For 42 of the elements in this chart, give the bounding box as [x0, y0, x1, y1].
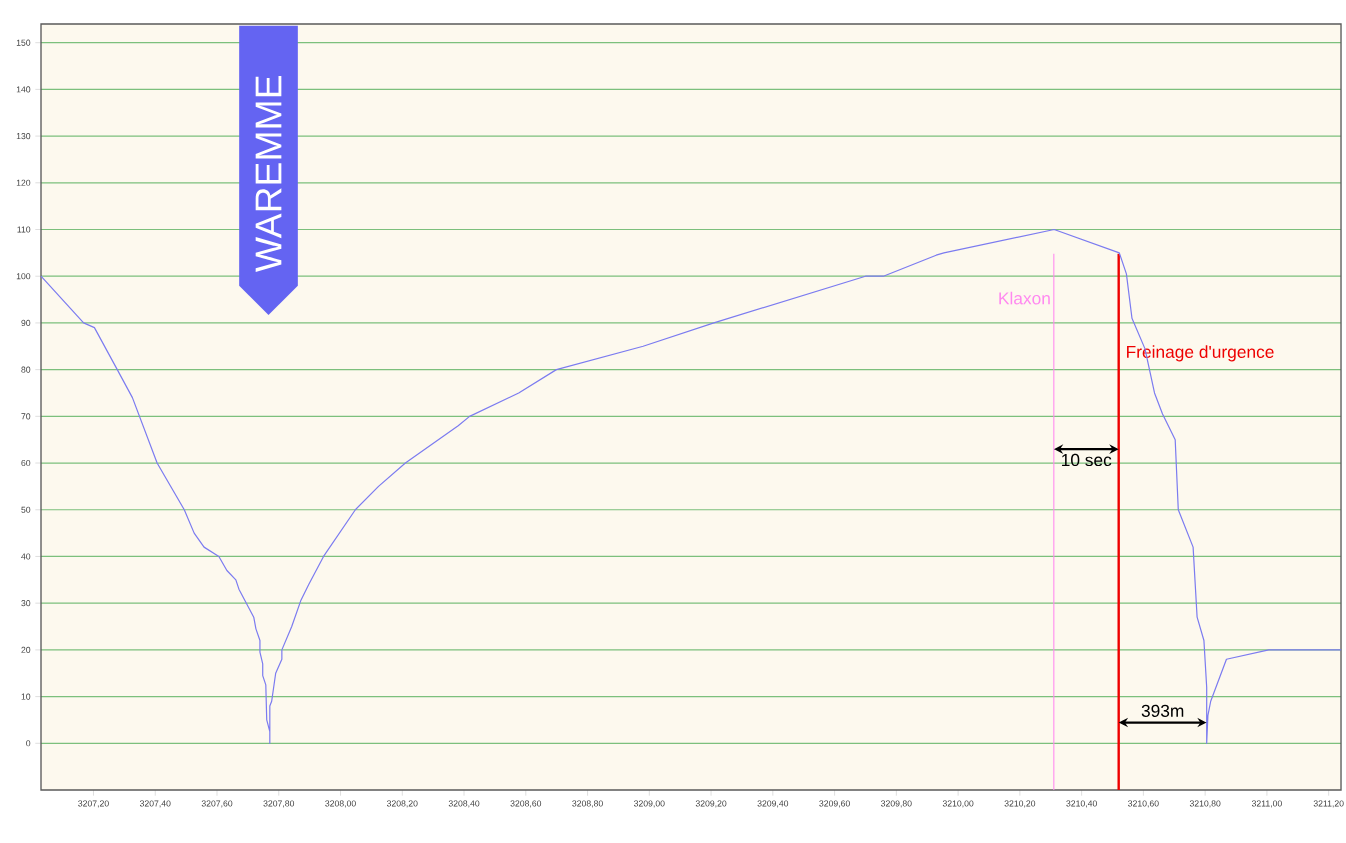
y-tick-label: 30: [21, 600, 31, 607]
y-tick-label: 100: [16, 273, 31, 280]
x-tick-label: 3209,80: [881, 800, 912, 808]
y-tick-label: 140: [16, 86, 31, 93]
y-tick-label: 70: [21, 413, 31, 420]
x-tick-label: 3208,40: [448, 800, 480, 808]
x-tick-label: 3210,20: [1004, 800, 1036, 808]
annotation: WAREMME: [255, 76, 282, 272]
y-tick-label: 130: [16, 133, 31, 140]
x-tick-label: 3207,60: [201, 800, 233, 808]
x-tick-label: 3208,00: [325, 800, 356, 808]
x-tick-label: 3208,20: [386, 800, 418, 808]
x-tick-label: 3209,60: [819, 800, 850, 808]
x-tick-label: 3210,40: [1066, 800, 1097, 808]
x-tick-label: 3208,80: [572, 800, 603, 808]
y-tick-label: 40: [21, 553, 31, 560]
y-tick-label: 120: [16, 179, 31, 186]
x-tick-label: 3209,40: [757, 800, 789, 808]
x-tick-label: 3208,60: [510, 800, 542, 808]
x-tick-label: 3209,20: [695, 800, 727, 808]
x-tick-label: 3211,20: [1313, 800, 1344, 808]
x-tick-label: 3207,80: [263, 800, 295, 808]
y-tick-label: 10: [21, 693, 31, 700]
y-tick-label: 150: [16, 39, 31, 46]
x-tick-label: 3210,00: [942, 800, 974, 808]
x-tick-label: 3209,00: [633, 800, 665, 808]
annotation: 10 sec: [1062, 453, 1112, 467]
y-tick-label: 0: [26, 740, 31, 747]
y-tick-label: 80: [21, 366, 31, 373]
y-tick-label: 90: [21, 319, 31, 326]
x-tick-label: 3207,20: [78, 800, 109, 808]
y-tick-label: 20: [21, 646, 31, 653]
x-tick-label: 3211,00: [1251, 800, 1282, 808]
y-tick-label: 110: [17, 226, 31, 233]
x-tick-label: 3207,40: [139, 800, 171, 808]
y-tick-label: 60: [21, 459, 31, 467]
y-tick-label: 50: [21, 506, 31, 513]
ref-line-label: Freinage d'urgence: [1127, 345, 1274, 362]
ref-line-label: Klaxon: [999, 291, 1050, 305]
x-tick-label: 3210,60: [1128, 800, 1159, 808]
x-tick-label: 3210,80: [1189, 800, 1221, 808]
annotation: 393m: [1141, 704, 1184, 717]
